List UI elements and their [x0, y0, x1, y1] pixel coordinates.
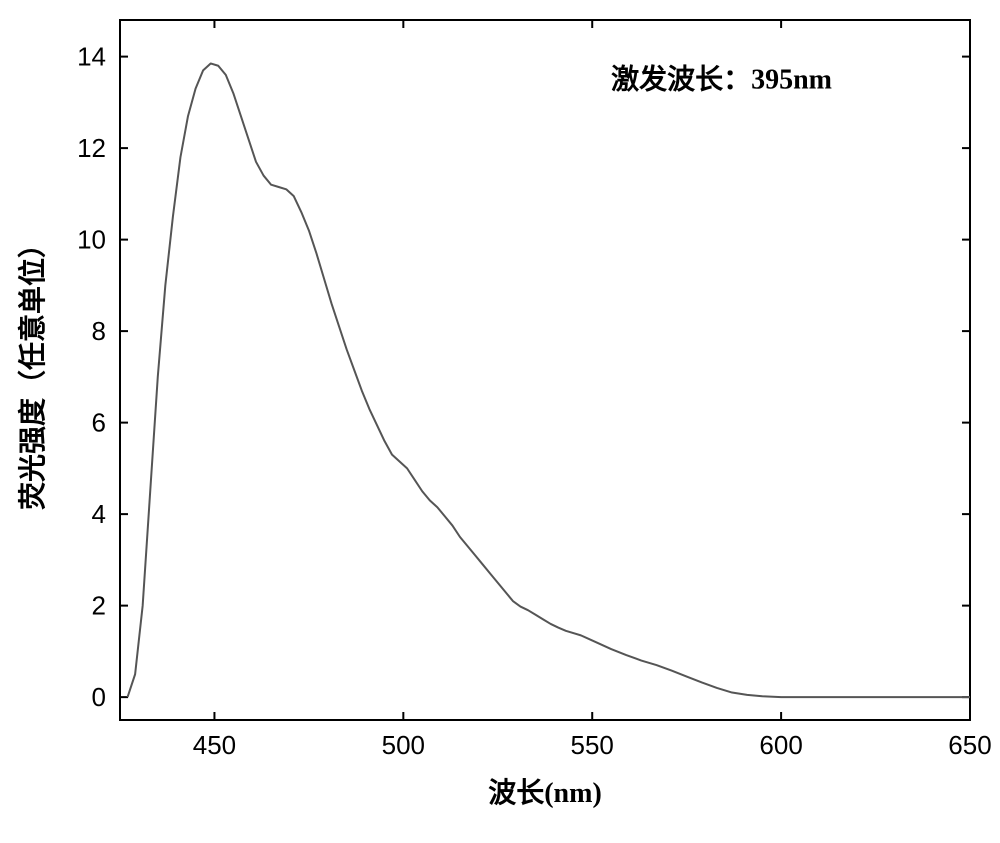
x-tick-label: 500 — [382, 730, 425, 760]
y-tick-label: 4 — [92, 499, 106, 529]
x-tick-label: 650 — [948, 730, 991, 760]
y-tick-label: 12 — [77, 133, 106, 163]
y-tick-label: 2 — [92, 591, 106, 621]
x-axis-label: 波长(nm) — [488, 777, 602, 809]
y-tick-label: 6 — [92, 408, 106, 438]
y-tick-label: 14 — [77, 42, 106, 72]
x-tick-label: 450 — [193, 730, 236, 760]
y-tick-label: 8 — [92, 316, 106, 346]
y-tick-label: 10 — [77, 225, 106, 255]
x-tick-label: 600 — [759, 730, 802, 760]
x-tick-label: 550 — [571, 730, 614, 760]
y-tick-label: 0 — [92, 682, 106, 712]
y-axis-label: 荧光强度（任意单位） — [16, 230, 49, 510]
excitation-wavelength-annotation: 激发波长：395nm — [611, 63, 832, 96]
fluorescence-chart: 450 500 550 600 650 0 2 4 6 8 10 12 14 波长(nm) 荧光强度（任意单… — [0, 0, 1000, 843]
